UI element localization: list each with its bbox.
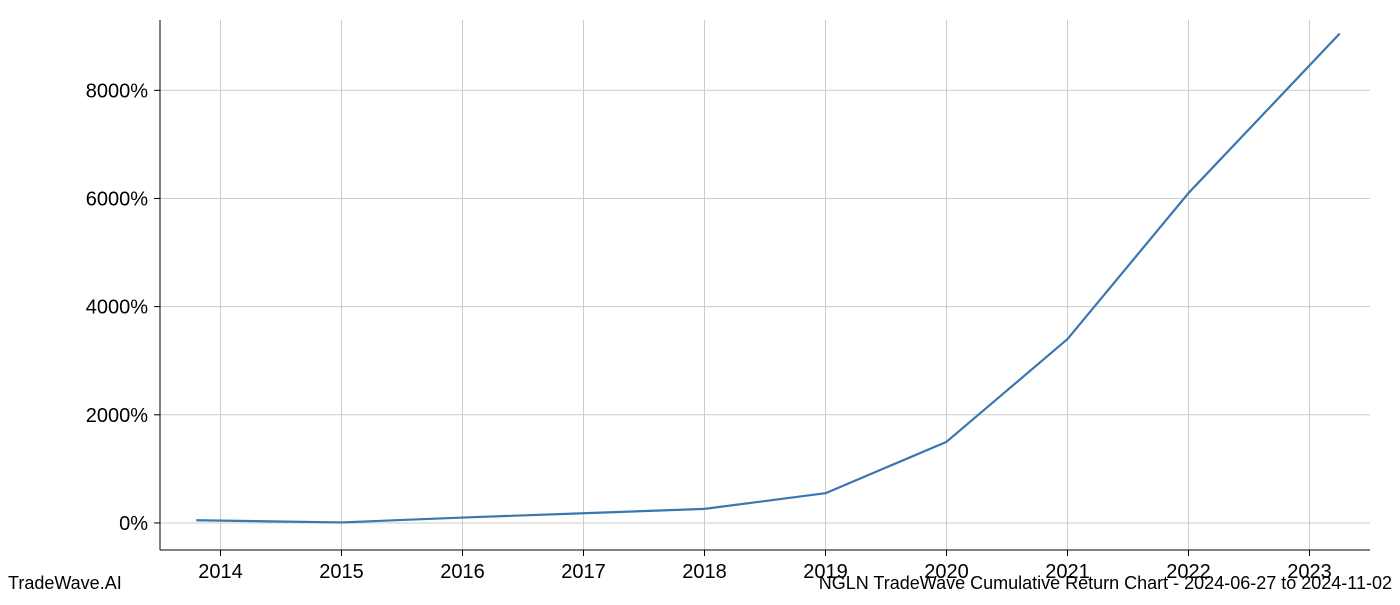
x-tick-label: 2014 xyxy=(198,561,243,583)
series-cumulative-return xyxy=(196,34,1339,523)
x-tick-label: 2017 xyxy=(561,561,606,583)
x-tick-label: 2015 xyxy=(319,561,364,583)
y-tick-label: 8000% xyxy=(86,80,148,102)
footer-caption: NGLN TradeWave Cumulative Return Chart -… xyxy=(819,573,1392,594)
y-tick-label: 6000% xyxy=(86,188,148,210)
y-tick-label: 0% xyxy=(119,513,148,535)
line-chart-svg: 2014201520162017201820192020202120222023… xyxy=(0,0,1400,600)
chart-container: 2014201520162017201820192020202120222023… xyxy=(0,0,1400,600)
y-tick-label: 2000% xyxy=(86,405,148,427)
footer-brand: TradeWave.AI xyxy=(8,573,122,594)
x-tick-label: 2018 xyxy=(682,561,727,583)
y-tick-label: 4000% xyxy=(86,297,148,319)
x-tick-label: 2016 xyxy=(440,561,485,583)
